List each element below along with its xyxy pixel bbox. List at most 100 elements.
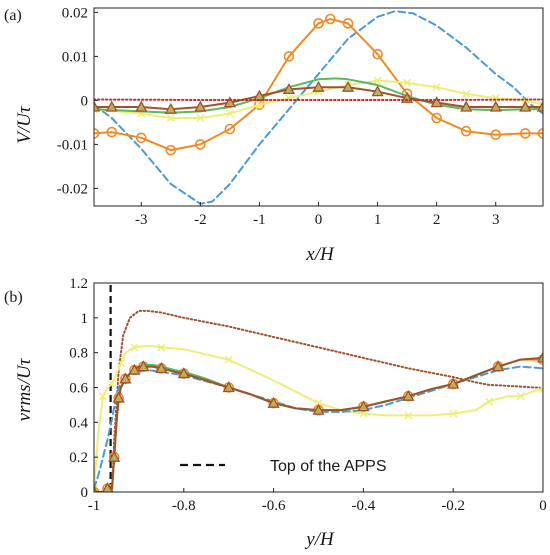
- x-tick-label: -2: [194, 212, 207, 228]
- series-3-marker: [403, 78, 412, 87]
- series-1-line: [111, 309, 543, 492]
- series-2-marker: [165, 144, 177, 156]
- panel-a-y-axis-label-text: V/Uτ: [14, 105, 35, 144]
- series-6-marker: [536, 351, 543, 363]
- series-5-marker: [312, 80, 325, 92]
- series-2-marker: [94, 128, 100, 139]
- series-3-marker: [255, 100, 264, 109]
- series-6-line: [94, 98, 543, 101]
- x-tick-label: 1: [374, 212, 382, 228]
- x-tick-label: 0: [539, 498, 547, 514]
- x-tick-label: -3: [135, 212, 148, 228]
- y-tick-label: 0.8: [69, 346, 88, 362]
- series-6-marker: [177, 367, 190, 379]
- series-5-marker: [105, 100, 118, 112]
- series-2-marker: [224, 123, 236, 135]
- series-3-marker: [521, 96, 530, 105]
- series-2-marker: [135, 132, 147, 144]
- series-5-marker: [489, 100, 502, 112]
- series-2-marker: [98, 392, 108, 401]
- series-6-marker: [119, 372, 132, 384]
- panel-a-y-ticks: -0.02 -0.01 0 0.01 0.02: [57, 5, 98, 197]
- series-6-marker: [222, 381, 235, 393]
- series-6-marker: [155, 362, 168, 373]
- series-2-marker: [313, 18, 324, 29]
- y-tick-label: 1.2: [69, 276, 88, 292]
- y-tick-label: 1: [81, 311, 89, 327]
- panel-a-label: (a): [4, 7, 22, 24]
- series-3-line: [94, 79, 543, 119]
- series-2-marker: [449, 409, 458, 418]
- series-5-marker: [282, 83, 296, 95]
- series-2-marker: [283, 51, 295, 62]
- y-tick-label: 0: [81, 93, 89, 109]
- series-2-marker: [537, 128, 543, 139]
- series-5-marker: [430, 96, 443, 108]
- series-2-marker: [325, 13, 336, 25]
- series-3-marker: [432, 83, 441, 92]
- y-tick-label: 0.6: [69, 381, 88, 397]
- series-2-marker: [116, 359, 125, 368]
- series-5-marker: [94, 100, 101, 112]
- panel-b-x-ticks: -1 -0.8 -0.6 -0.4 -0.2 0: [88, 488, 547, 514]
- legend-entry-label: Top of the APPS: [270, 458, 387, 475]
- panel-a-x-axis-label: x/H: [305, 244, 335, 265]
- panel-b-y-axis-label-text: vrms/Uτ: [14, 357, 35, 421]
- series-2-marker: [460, 125, 472, 137]
- series-2-marker: [130, 343, 139, 352]
- y-tick-label: -0.01: [57, 137, 88, 153]
- y-tick-label: 0.4: [69, 415, 88, 431]
- panel-b-y-ticks: 0 0.2 0.4 0.6 0.8 1 1.2: [69, 276, 98, 501]
- series-2-marker: [224, 355, 233, 364]
- series-5-marker: [164, 102, 177, 114]
- x-tick-label: 0: [315, 212, 323, 228]
- series-5-marker: [371, 85, 384, 97]
- series-6-marker: [112, 391, 125, 403]
- series-2-line: [94, 344, 543, 490]
- series-5-marker: [194, 100, 207, 112]
- series-2-marker: [107, 379, 116, 389]
- series-6-marker: [102, 482, 113, 492]
- panel-a-x-ticks: -3 -2 -1 0 1 2 3: [135, 202, 499, 228]
- panel-b-frame: [93, 282, 544, 493]
- series-6-marker: [137, 360, 150, 372]
- x-tick-label: -0.6: [262, 498, 286, 514]
- series-6-marker: [312, 403, 325, 415]
- x-tick-label: -1: [253, 212, 266, 228]
- series-1-line: [94, 10, 543, 205]
- y-tick-label: 0.2: [69, 450, 88, 466]
- panel-b-y-axis-label: vrms/Uτ: [14, 357, 35, 421]
- series-6-marker: [447, 377, 460, 389]
- series-6-marker: [402, 389, 415, 401]
- series-5-marker: [536, 100, 543, 112]
- series-6-marker: [128, 363, 141, 375]
- series-6-marker: [108, 450, 121, 462]
- panel-b: (b) vrms/Uτ y/H -1 -0.8 -0.6 -0.4 -0.2 0 0 0.2…: [4, 276, 547, 550]
- panel-b-legend: Top of the APPS: [180, 458, 387, 475]
- series-2-marker: [372, 48, 383, 60]
- x-tick-label: -1: [88, 498, 101, 514]
- y-tick-label: -0.02: [57, 181, 88, 197]
- x-tick-label: -0.4: [352, 498, 376, 514]
- series-5-marker: [341, 80, 355, 92]
- x-tick-label: 2: [433, 212, 441, 228]
- series-2-marker: [519, 128, 531, 139]
- series-3-marker: [373, 76, 382, 85]
- series-2-marker: [431, 112, 442, 124]
- panel-a: (a) V/Uτ x/H -3 -2 -1 0 1 2 3 -0.02 -0.01 0 0.01 0…: [4, 5, 544, 265]
- series-5-marker: [135, 100, 148, 112]
- series-4-marker: [537, 354, 543, 365]
- series-4-line: [94, 77, 543, 114]
- x-tick-label: 3: [492, 212, 500, 228]
- panel-a-y-axis-label: V/Uτ: [14, 105, 35, 144]
- y-tick-label: 0.02: [62, 5, 88, 21]
- series-5-marker: [460, 100, 473, 112]
- series-5-marker: [519, 100, 532, 112]
- series-2-marker: [538, 385, 543, 394]
- panel-b-label: (b): [4, 289, 23, 306]
- series-2-marker: [157, 343, 166, 352]
- series-2-marker: [404, 411, 413, 420]
- y-tick-label: 0: [81, 485, 89, 501]
- x-tick-label: -0.8: [172, 498, 196, 514]
